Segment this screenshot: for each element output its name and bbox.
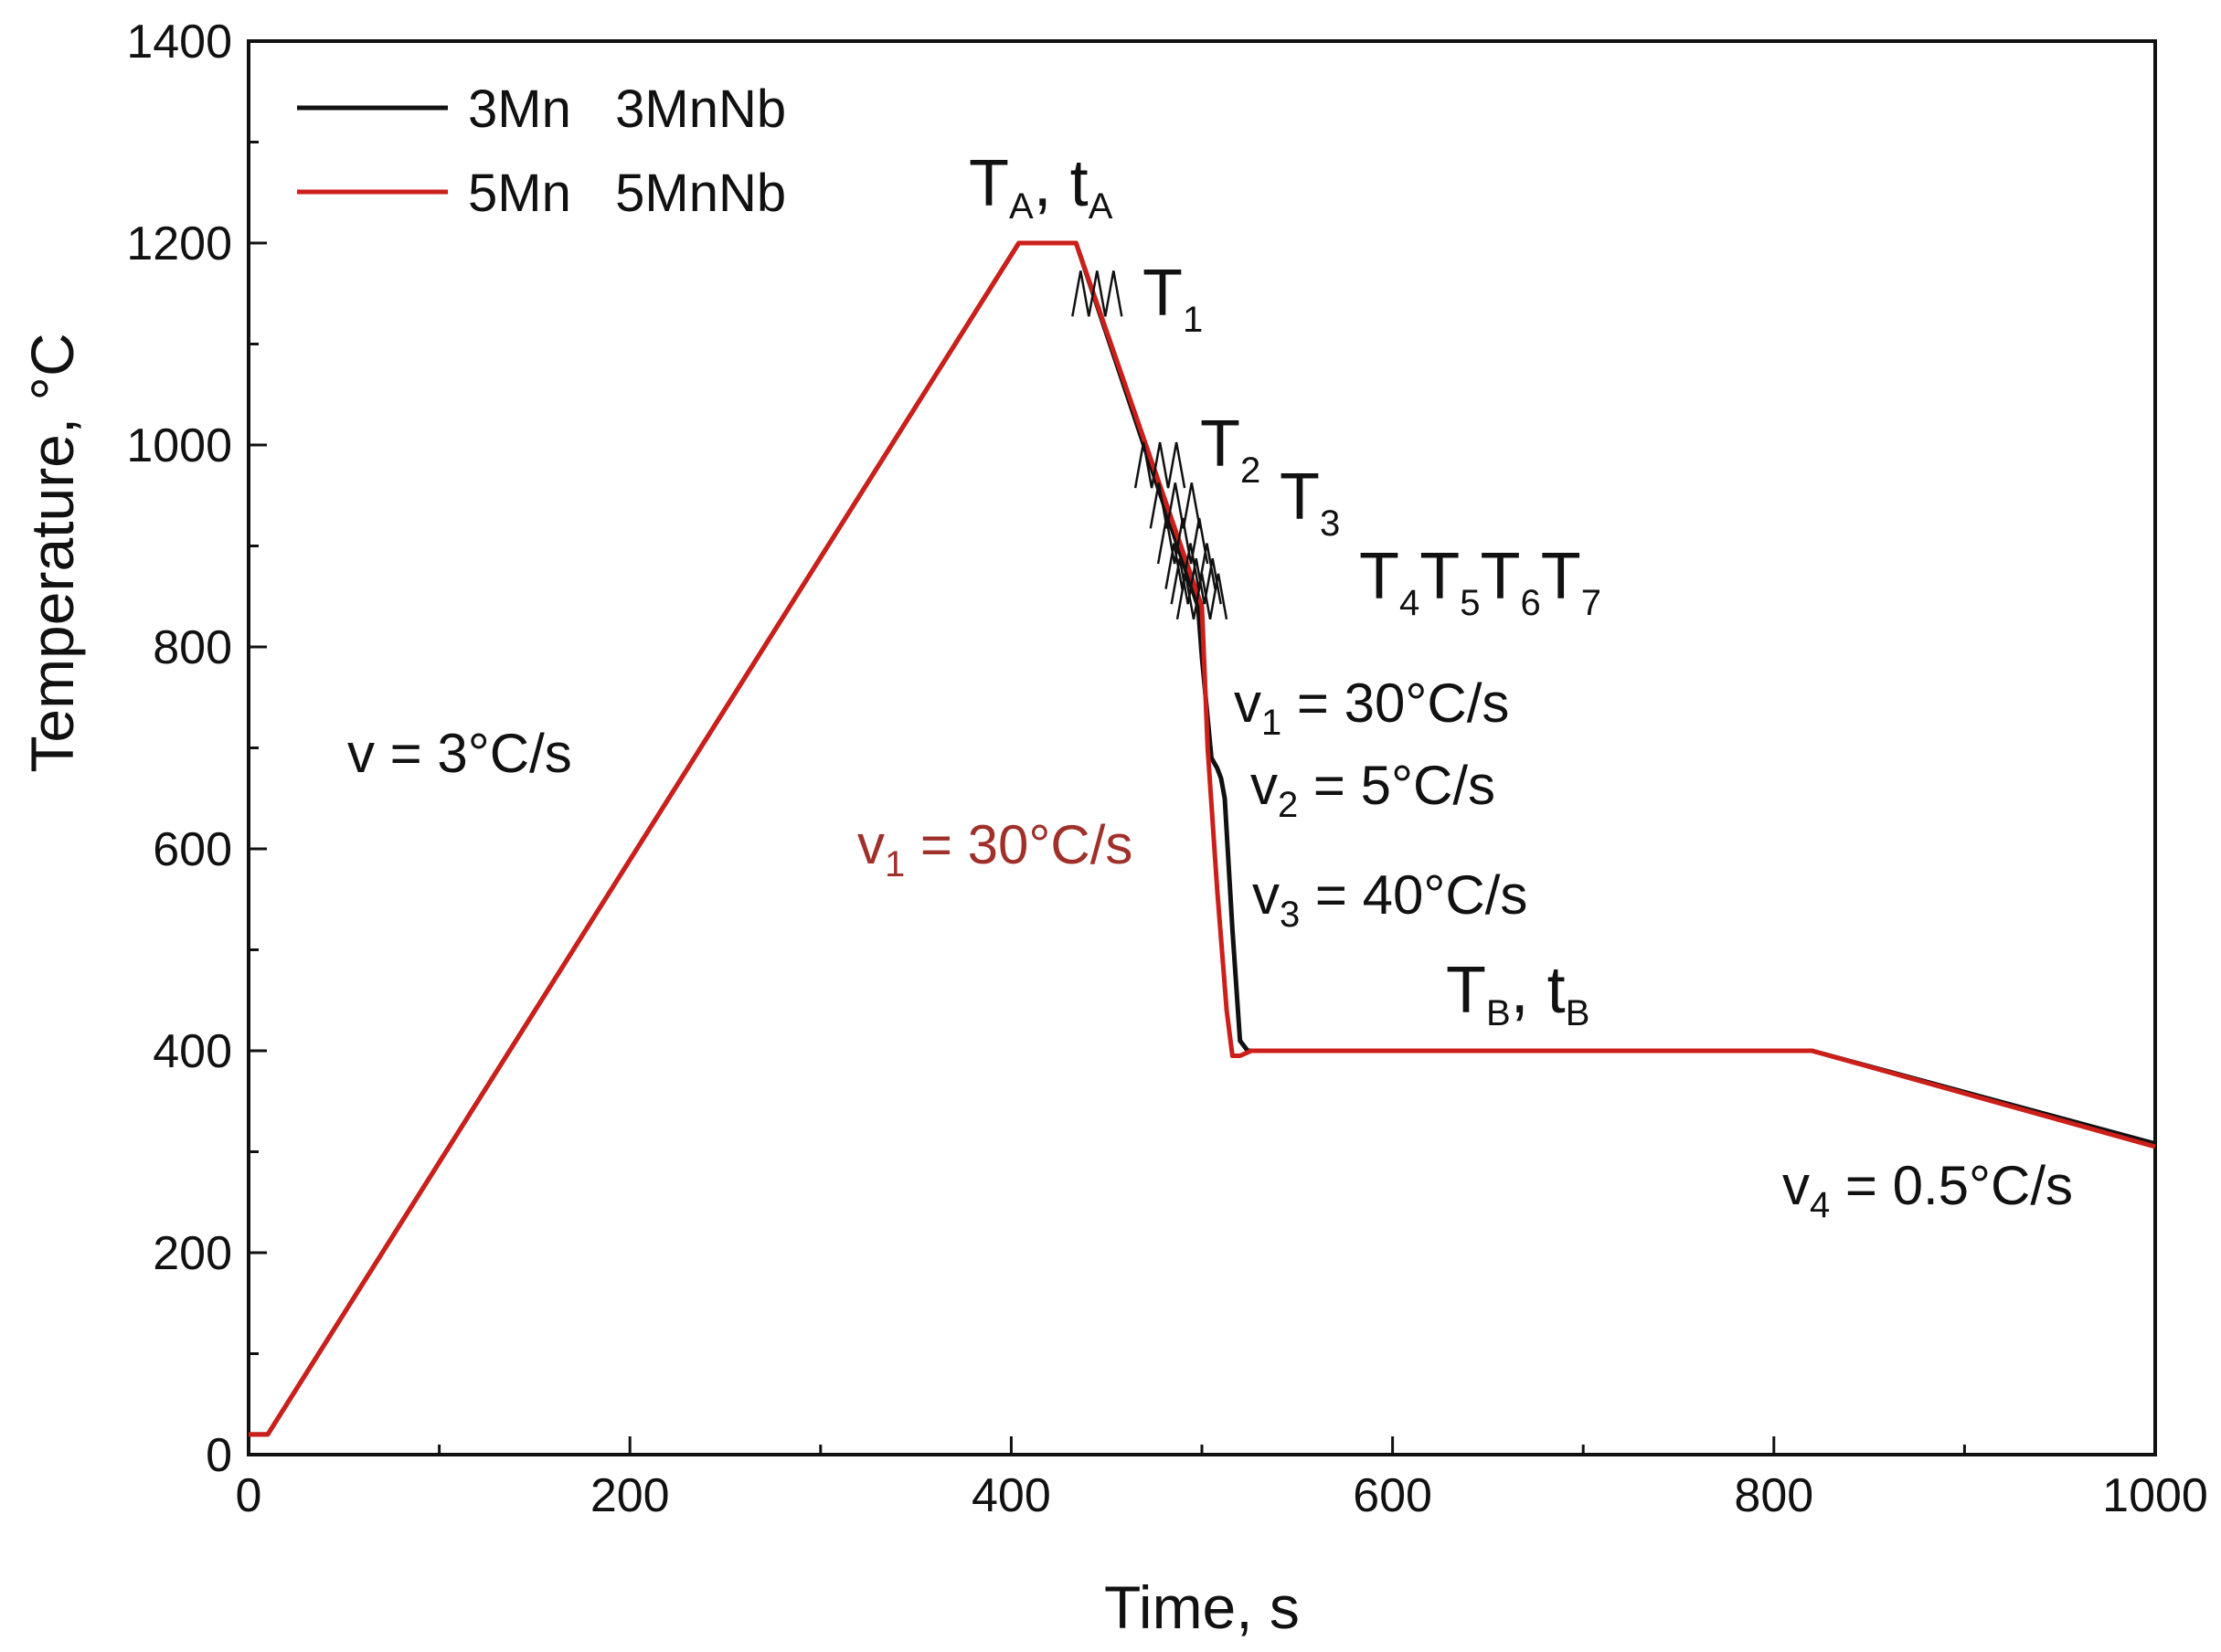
annotation-v1-red: v1 = 30°C/s: [857, 814, 1132, 884]
annotation-v2: v2 = 5°C/s: [1250, 755, 1495, 825]
zigzag-T3: [1149, 482, 1202, 529]
series-lines: [249, 240, 2156, 1437]
x-tick-label: 1000: [2102, 1469, 2208, 1522]
x-tick-label: 200: [590, 1469, 670, 1522]
y-tick-label: 1400: [126, 16, 232, 69]
zigzag-T5: [1164, 543, 1217, 589]
x-tick-label: 800: [1734, 1469, 1813, 1522]
y-tick-label: 400: [153, 1025, 232, 1078]
annotation-t4-t7: T4T5T6T7: [1359, 540, 1601, 623]
y-tick-label: 0: [206, 1429, 232, 1482]
deformation-zigzags: [1071, 270, 1228, 620]
x-tick-label: 600: [1353, 1469, 1432, 1522]
zigzag-T6: [1170, 557, 1222, 605]
zigzag-T7: [1175, 573, 1228, 620]
x-tick-label: 0: [236, 1469, 262, 1522]
annotation-ta-ta: TA, tA: [969, 147, 1113, 227]
annotation-v4: v4 = 0.5°C/s: [1782, 1155, 2073, 1225]
axis-tick-labels: 0 200 400 600 800 1000 0 200 400 600 800 1000 1200 14…: [126, 16, 2208, 1522]
annotation-v3: v3 = 40°C/s: [1252, 864, 1527, 935]
y-tick-label: 800: [153, 621, 232, 674]
annotation-heating-rate: v = 3°C/s: [347, 723, 572, 784]
zigzag-T1: [1071, 270, 1123, 317]
x-tick-label: 400: [972, 1469, 1051, 1522]
y-tick-label: 600: [153, 823, 232, 876]
y-tick-label: 1200: [126, 217, 232, 270]
annotation-t1: T1: [1142, 257, 1203, 340]
y-tick-label: 1000: [126, 419, 232, 472]
legend-label-5mn: 5Mn 5MnNb: [468, 164, 786, 223]
zigzag-T4: [1156, 517, 1209, 565]
zigzag-T2: [1133, 441, 1186, 489]
axis-ticks: [247, 39, 2157, 1456]
series-line-2: [249, 240, 2156, 1437]
annotation-t2: T2: [1200, 408, 1260, 491]
y-tick-label: 200: [153, 1227, 232, 1280]
annotation-v1-black: v1 = 30°C/s: [1234, 672, 1509, 743]
x-axis-title: Time, s: [1104, 1573, 1300, 1641]
legend: 3Mn 3MnNb 5Mn 5MnNb: [297, 79, 786, 223]
annotation-tb-tb: TB, tB: [1446, 954, 1589, 1033]
legend-label-3mn: 3Mn 3MnNb: [468, 79, 786, 139]
annotation-t3: T3: [1280, 461, 1340, 544]
y-axis-title: Temperature, °C: [18, 333, 86, 772]
